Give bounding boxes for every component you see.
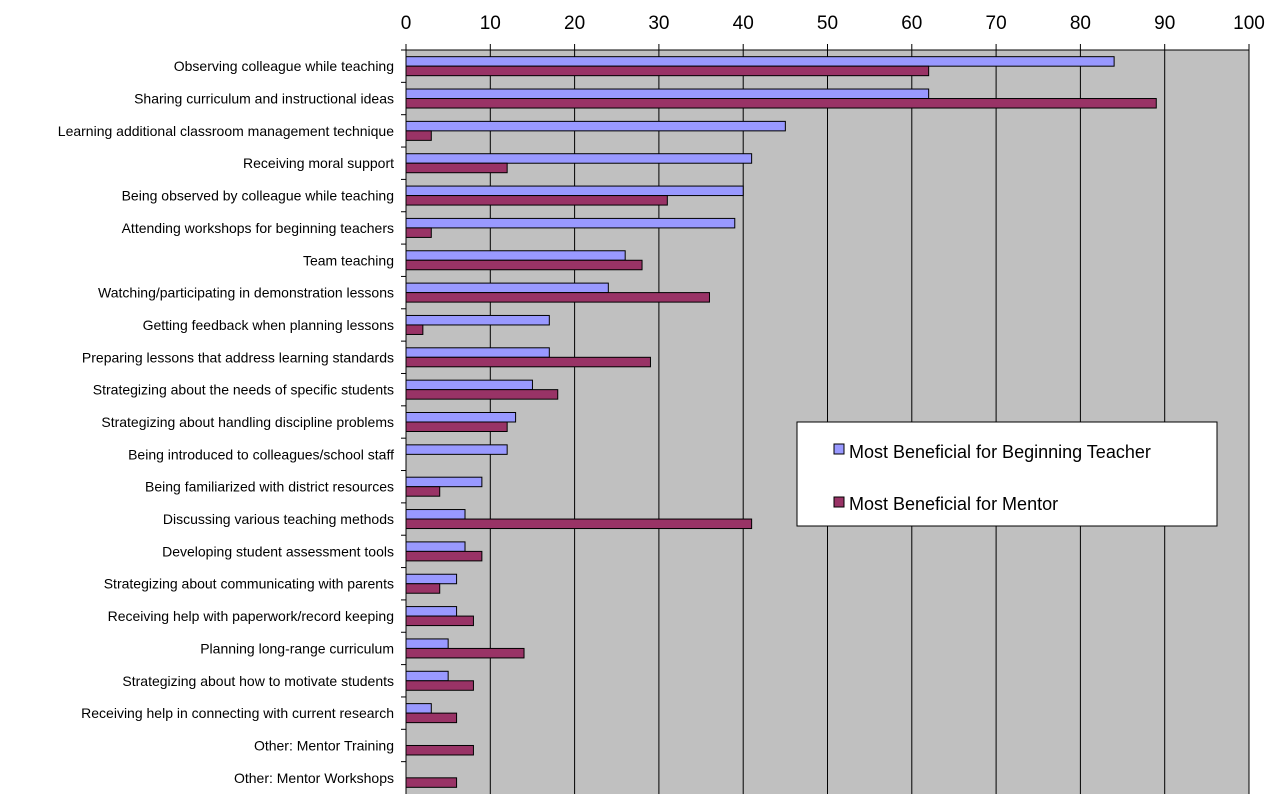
category-label: Being observed by colleague while teachi… [122,188,394,204]
bar-beginning-teacher [405,541,466,552]
x-tick-label: 100 [1233,13,1265,34]
category-label: Getting feedback when planning lessons [143,317,394,333]
category-label: Being introduced to colleagues/school st… [128,446,394,462]
bar-beginning-teacher [405,606,458,617]
x-axis: 0 10 20 30 40 50 60 70 80 90 100 [401,13,1265,794]
category-label: Receiving help with paperwork/record kee… [108,608,394,624]
bar-beginning-teacher [405,412,517,423]
bar-mentor [405,421,508,432]
legend-box [796,421,1218,527]
bar-mentor [405,195,668,206]
category-label: Strategizing about the needs of specific… [93,382,394,398]
category-label: Team teaching [303,252,394,268]
legend-swatch-beginning-teacher [833,443,845,455]
y-axis: Observing colleague while teaching Sharin… [58,49,406,786]
x-tick-label: 0 [401,13,412,34]
bar-mentor [405,777,458,788]
legend-label-beginning-teacher: Most Beneficial for Beginning Teacher [849,442,1151,462]
bar-mentor [405,518,753,530]
category-label: Strategizing about handling discipline p… [101,414,394,430]
legend-label-mentor: Most Beneficial for Mentor [849,494,1058,514]
bar-beginning-teacher [405,56,1115,67]
x-tick-label: 70 [986,13,1007,34]
bar-beginning-teacher [405,347,550,358]
bar-beginning-teacher [405,703,432,714]
bar-mentor [405,130,432,141]
bar-mentor [405,486,441,497]
bar-beginning-teacher [405,250,626,261]
bar-mentor [405,162,508,174]
bar-mentor [405,324,424,335]
category-label: Being familiarized with district resourc… [145,479,394,495]
bar-beginning-teacher [405,509,466,520]
bar-beginning-teacher [405,153,753,164]
bar-mentor [405,615,474,627]
category-label: Discussing various teaching methods [163,511,394,527]
category-label: Strategizing about communicating with pa… [104,576,394,592]
x-tick-label: 80 [1070,13,1091,34]
bar-mentor [405,712,458,724]
bar-beginning-teacher [405,444,508,455]
bar-mentor [405,356,651,368]
bar-mentor [405,65,930,77]
category-label: Receiving help in connecting with curren… [81,705,394,721]
category-label: Sharing curriculum and instructional ide… [134,91,394,107]
bar-mentor [405,647,525,659]
legend: Most Beneficial for Beginning Teacher Mo… [796,421,1218,527]
category-label: Watching/participating in demonstration … [98,285,394,301]
bar-beginning-teacher [405,217,736,229]
category-label: Other: Mentor Workshops [234,770,394,786]
x-tick-label: 90 [1154,13,1175,34]
legend-swatch-mentor [833,496,845,508]
bar-beginning-teacher [405,379,533,391]
bar-mentor [405,292,710,303]
bar-beginning-teacher [405,120,786,132]
bar-beginning-teacher [405,314,550,326]
bar-beginning-teacher [405,573,458,585]
category-label: Preparing lessons that address learning … [82,349,394,365]
x-tick-label: 60 [901,13,922,34]
bar-mentor [405,583,441,594]
category-label: Strategizing about how to motivate stude… [122,673,394,689]
x-tick-label: 30 [648,13,669,34]
bar-beginning-teacher [405,88,930,100]
category-label: Other: Mentor Training [254,737,394,753]
category-label: Receiving moral support [243,155,394,171]
category-label: Learning additional classroom management… [58,123,394,139]
x-tick-label: 10 [480,13,501,34]
bar-beginning-teacher [405,670,449,682]
bar-mentor [405,259,643,271]
bar-mentor [405,389,559,400]
category-label: Planning long-range curriculum [200,640,394,656]
bar-beginning-teacher [405,185,744,197]
bar-mentor [405,227,432,238]
bars [405,56,1157,788]
category-label: Attending workshops for beginning teache… [122,220,394,236]
bar-beginning-teacher [405,638,449,649]
bar-beginning-teacher [405,282,609,294]
bar-mentor [405,680,474,691]
bar-mentor [405,98,1157,109]
bar-mentor [405,744,474,756]
category-label: Developing student assessment tools [162,543,394,559]
category-label: Observing colleague while teaching [174,58,394,74]
bar-beginning-teacher [405,476,483,488]
x-tick-label: 50 [817,13,838,34]
x-tick-label: 40 [733,13,754,34]
bar-mentor [405,550,483,562]
x-tick-label: 20 [564,13,585,34]
